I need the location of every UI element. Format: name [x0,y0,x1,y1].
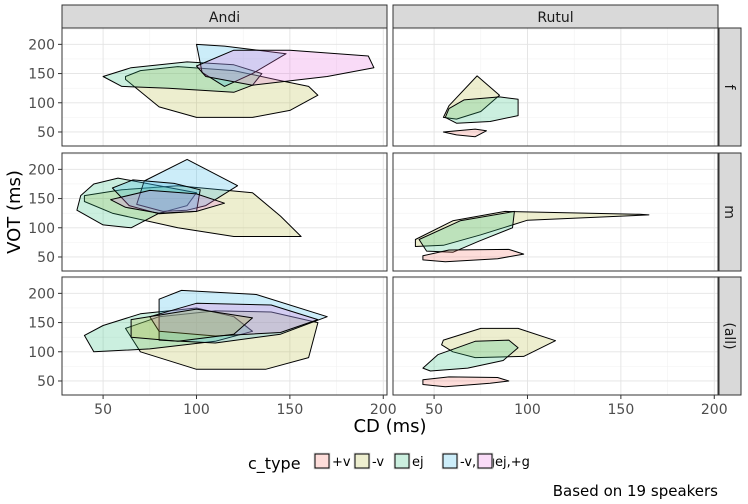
legend-key-swatch [314,453,330,469]
hull-ej [418,210,515,253]
panel-background [62,28,387,146]
panels-layer [61,27,719,396]
y-axis-title: VOT (ms) [4,170,25,254]
panel-border [392,152,719,272]
panel-andi-2 [61,276,388,396]
x-tick-label: 50 [425,402,443,418]
legend-key-bg [441,452,459,470]
y-tick-label: 150 [28,67,55,83]
strip-row-1 [718,152,742,272]
legend-key-bg [353,452,371,470]
hull-v [442,128,487,138]
panel-rutul-1 [392,152,719,272]
legend-key-swatch [394,453,410,469]
y-tick-label: 200 [28,37,55,53]
legend-key-swatch [442,453,458,469]
x-tick-label: 100 [514,402,541,418]
axes-layer: 50 100 150 200 50 100 150 200 50 100 150 200 50 100 15… [28,37,727,418]
y-tick-label: 150 [28,316,55,332]
strip-row-2 [718,276,742,396]
x-tick-label: 150 [608,402,635,418]
panel-background [393,28,718,146]
hull-group [76,158,302,237]
panel-rutul-0 [392,27,719,147]
legend-item: ej [393,452,424,470]
hull-v [130,308,253,342]
legend-label: -v [372,455,384,470]
y-tick-label: 200 [28,286,55,302]
hull-ej [444,96,519,124]
legend-item: -v [353,452,384,470]
legend-title: c_type [248,454,301,474]
hull-group [83,289,328,370]
x-tick-label: 200 [701,402,728,418]
strip-label-row-0: f [721,85,737,91]
y-tick-label: 50 [37,125,55,141]
y-tick-label: 100 [28,96,55,112]
x-tick-label: 200 [370,402,397,418]
hull-v [422,248,525,263]
hull-ejg [110,189,225,214]
hull-group [422,327,556,388]
hull-group [442,75,519,138]
legend: c_type +v-vej-v,+gej,+g [248,452,530,474]
hull-ejg [149,302,319,337]
legend-key-bg [476,452,494,470]
x-tick-label: 100 [183,402,210,418]
y-tick-label: 50 [37,250,55,266]
legend-label: +v [332,455,351,470]
legend-key-bg [313,452,331,470]
legend-items: +v-vej-v,+gej,+g [313,452,530,470]
legend-item: ej,+g [476,452,530,470]
hull-v [414,210,650,247]
legend-key-bg [393,452,411,470]
x-tick-label: 150 [277,402,304,418]
y-tick-label: 50 [37,374,55,390]
legend-item: +v [313,452,351,470]
hull-v [441,327,556,359]
strip-label-rutul: Rutul [537,10,573,26]
panel-andi-1 [61,152,388,272]
strip-label-andi: Andi [209,10,240,26]
strip-andi [61,4,388,29]
y-tick-label: 200 [28,162,55,178]
panel-andi-0 [61,27,388,147]
strip-row-0 [718,27,742,147]
x-axis-title: CD (ms) [353,416,426,437]
strip-rutul [392,4,719,29]
legend-label: ej,+g [495,455,530,470]
legend-label: ej [412,455,424,470]
x-tick-label: 50 [94,402,112,418]
hull-v [125,310,319,370]
strip-label-row-2: (all) [721,322,737,349]
hull-v [422,376,510,388]
caption: Based on 19 speakers [553,482,718,500]
hull-v [442,75,500,120]
y-tick-label: 100 [28,345,55,361]
hull-group [102,43,375,118]
strip-label-row-1: m [721,205,737,219]
panel-border [61,276,388,396]
hull-vg [111,179,201,215]
panel-background [393,277,718,395]
hull-ej [422,339,519,372]
legend-key-swatch [477,453,493,469]
legend-key-swatch [354,453,370,469]
hull-ejg [196,49,375,86]
y-tick-label: 150 [28,192,55,208]
hull-group [414,210,650,263]
hull-vg [136,158,239,212]
strips-layer: Andi Rutul f m (all) [61,4,742,396]
panel-background [62,153,387,271]
panel-rutul-2 [392,276,719,396]
y-tick-label: 100 [28,221,55,237]
panel-border [392,276,719,396]
panel-border [61,152,388,272]
